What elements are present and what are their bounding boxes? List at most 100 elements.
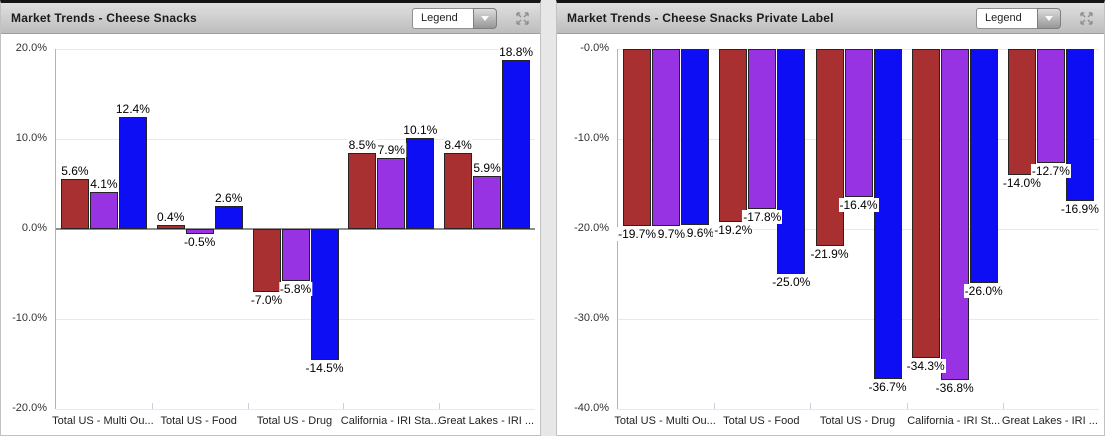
x-axis-tick [810,403,812,409]
bar[interactable] [940,49,969,381]
x-axis-tick [439,403,441,409]
panel-title: Market Trends - Cheese Snacks Private La… [567,11,834,25]
bar-value-label: -36.8% [934,381,975,396]
bar-value-label: -16.4% [838,197,879,212]
bar-value-label: 7.9% [376,142,406,157]
bar-value-label: 12.4% [114,102,151,117]
gridline [618,319,1099,320]
gridline [618,409,1099,410]
legend-dropdown-value[interactable]: Legend [976,7,1037,29]
gridline [56,139,535,140]
bar[interactable] [406,138,435,229]
bar-value-label: -26.0% [963,284,1004,298]
bar[interactable] [1007,49,1036,175]
bar-chart-cheese-snacks-private-label: -0.0% -10.0% -20.0% -30.0% -40.0% -19.7% -19.… [557,34,1104,435]
bar[interactable] [156,225,185,229]
bar[interactable] [815,49,844,247]
bar-value-label: 10.1% [402,123,439,138]
bar-value-label: 4.1% [89,177,119,192]
bar-value-label: -19.7% [617,227,658,242]
bar[interactable] [911,49,940,358]
y-axis-tick-label: -30.0% [574,312,609,324]
gridline [56,49,535,50]
panel-title: Market Trends - Cheese Snacks [11,11,197,25]
bar[interactable] [310,229,339,360]
bar[interactable] [844,49,873,197]
x-axis-category-label: Total US - Multi Ou... [52,415,154,427]
bar-value-label: 5.9% [472,160,502,175]
bar-value-label: -5.8% [278,282,313,297]
panel-cheese-snacks-private-label: Market Trends - Cheese Snacks Private La… [556,0,1105,436]
bar-value-label: -7.0% [249,293,284,307]
bar[interactable] [473,175,502,229]
bar[interactable] [873,49,902,380]
expand-icon[interactable] [1078,10,1095,27]
y-axis-tick-label: 20.0% [15,42,47,54]
dropdown-triangle-icon [481,15,489,21]
bar-value-label: -19.2% [713,222,754,237]
bar[interactable] [214,205,243,229]
x-axis-tick [906,403,908,409]
plot-area: 5.6% 0.4% -7.0% 8.5% 8.4% 4.1% -0.5% -5.8% 7.9% 5… [55,44,535,410]
bar[interactable] [777,49,806,274]
x-axis: Total US - Multi Ou... Total US - Food Tot… [614,412,1099,430]
y-axis-tick-label: -40.0% [574,402,609,414]
x-axis-category-label: California - IRI Sta... [340,415,440,427]
bar[interactable] [60,178,89,229]
gridline [56,409,535,410]
bar[interactable] [444,153,473,229]
dropdown-triangle-icon [1045,15,1053,21]
bar[interactable] [281,229,310,282]
legend-dropdown-value[interactable]: Legend [412,7,473,29]
bar[interactable] [185,229,214,234]
y-axis-tick-label: -10.0% [574,132,609,144]
x-axis-tick [714,403,716,409]
bar[interactable] [377,157,406,229]
bar[interactable] [748,49,777,210]
x-axis-category-label: California - IRI St... [907,415,1001,427]
panel-header: Market Trends - Cheese Snacks Private La… [557,3,1104,34]
x-axis: Total US - Multi Ou... Total US - Food Tot… [52,412,535,430]
bar[interactable] [252,229,281,292]
legend-dropdown[interactable]: Legend [976,7,1061,29]
bar[interactable] [623,49,652,227]
y-axis-tick-label: 0.0% [21,222,47,234]
y-axis-tick-label: -20.0% [574,222,609,234]
y-axis: -0.0% -10.0% -20.0% -30.0% -40.0% [557,34,617,435]
bar[interactable] [502,59,531,229]
chevron-down-icon[interactable] [1037,7,1061,29]
bar-value-label: -16.9% [1059,202,1100,217]
y-axis: 20.0% 10.0% 0.0% -10.0% -20.0% [1,34,55,435]
bar-value-label: -21.9% [809,247,850,262]
gridline [618,229,1099,230]
bar-value-label: -17.8% [742,210,783,225]
bar-value-label: 5.6% [60,163,90,178]
bar-value-label: -25.0% [771,275,812,289]
chevron-down-icon[interactable] [473,7,497,29]
bar[interactable] [1036,49,1065,164]
panel-header: Market Trends - Cheese Snacks Legend [1,3,540,34]
panel-cheese-snacks: Market Trends - Cheese Snacks Legend 20.… [0,0,541,436]
bar-value-label: 18.8% [498,44,535,59]
bar[interactable] [652,49,681,227]
bar[interactable] [118,117,147,229]
x-axis-category-label: Total US - Multi Ou... [614,415,716,427]
legend-dropdown[interactable]: Legend [412,7,497,29]
bar[interactable] [681,49,710,226]
bar[interactable] [719,49,748,222]
bar-value-label: 0.4% [156,210,186,225]
x-axis-tick [247,403,249,409]
bar[interactable] [89,192,118,229]
bar-chart-cheese-snacks: 20.0% 10.0% 0.0% -10.0% -20.0% 5.6% 0.4% -7.0%… [1,34,540,435]
expand-icon[interactable] [514,10,531,27]
bar-value-label: 2.6% [214,190,244,205]
y-axis-tick-label: -0.0% [580,42,609,54]
x-axis-category-label: Total US - Drug [819,415,896,427]
x-axis-category-label: Great Lakes - IRI ... [1001,415,1098,427]
bar[interactable] [969,49,998,283]
bar-value-label: 8.4% [443,138,473,153]
gridline [56,319,535,320]
y-axis-tick-label: -20.0% [12,402,47,414]
bar[interactable] [348,152,377,229]
x-axis-category-label: Great Lakes - IRI ... [438,415,535,427]
